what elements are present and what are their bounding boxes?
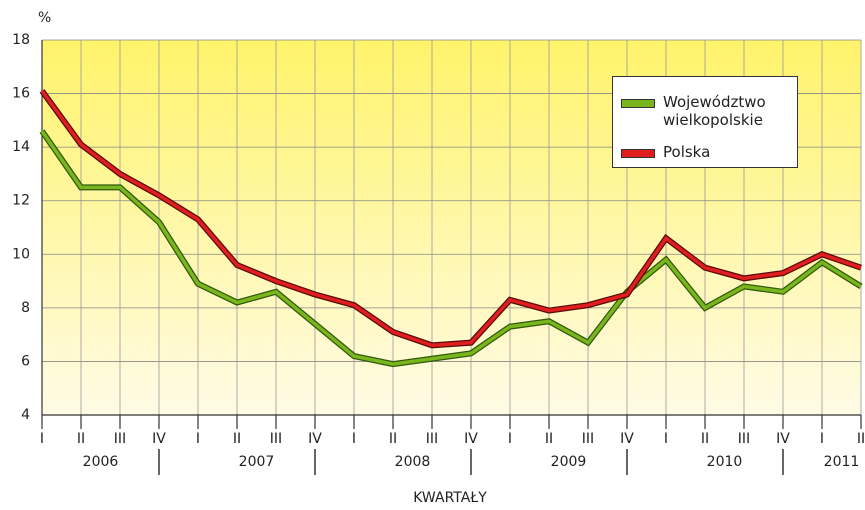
x-tick-label: II <box>857 431 865 447</box>
x-tick-label: II <box>77 431 85 447</box>
year-label: 2011 <box>824 454 860 470</box>
x-tick-label: I <box>508 431 512 447</box>
y-tick-label: 12 <box>12 193 30 209</box>
legend-swatch <box>621 149 655 158</box>
x-tick-label: I <box>40 431 44 447</box>
series-line <box>40 130 862 366</box>
legend-swatch <box>621 99 655 108</box>
x-tick-label: II <box>545 431 553 447</box>
x-tick-label: IV <box>308 431 322 447</box>
x-tick-label: IV <box>620 431 634 447</box>
x-tick-label: I <box>196 431 200 447</box>
legend-item: Polska <box>621 143 793 161</box>
x-tick-label: I <box>664 431 668 447</box>
y-tick-label: 14 <box>12 139 30 155</box>
x-tick-label: III <box>426 431 438 447</box>
x-tick-label: II <box>233 431 241 447</box>
y-tick-label: 8 <box>21 300 30 316</box>
y-tick-label: 6 <box>21 353 30 369</box>
x-axis-label: KWARTAŁY <box>413 490 487 506</box>
legend-item: Województwo wielkopolskie <box>621 93 793 129</box>
year-label: 2009 <box>551 454 587 470</box>
year-label: 2007 <box>239 454 275 470</box>
year-label: 2010 <box>707 454 743 470</box>
x-tick-label: II <box>389 431 397 447</box>
year-label: 2008 <box>395 454 431 470</box>
x-tick-label: III <box>738 431 750 447</box>
x-tick-label: III <box>270 431 282 447</box>
legend-label: Województwo wielkopolskie <box>663 93 766 129</box>
x-tick-label: III <box>582 431 594 447</box>
y-tick-label: 18 <box>12 32 30 48</box>
x-tick-label: II <box>701 431 709 447</box>
y-tick-label: 4 <box>21 407 30 423</box>
x-tick-label: IV <box>464 431 478 447</box>
legend: Województwo wielkopolskie Polska <box>612 76 798 168</box>
legend-label: Polska <box>663 143 711 161</box>
y-tick-label: 16 <box>12 86 30 102</box>
x-tick-label: I <box>352 431 356 447</box>
y-unit: % <box>38 10 51 26</box>
x-tick-label: III <box>114 431 126 447</box>
x-tick-label: IV <box>152 431 166 447</box>
y-tick-label: 10 <box>12 246 30 262</box>
series-line <box>40 89 862 348</box>
x-tick-label: I <box>820 431 824 447</box>
x-tick-label: IV <box>776 431 790 447</box>
year-label: 2006 <box>83 454 119 470</box>
